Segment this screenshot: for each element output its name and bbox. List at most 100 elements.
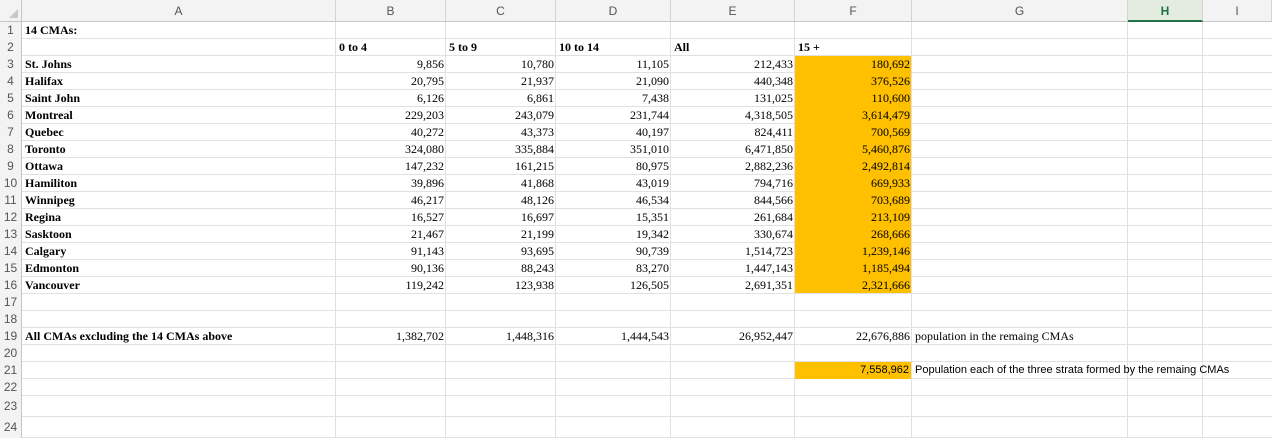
row-header-5[interactable]: 5 [0, 90, 22, 107]
strata-note[interactable]: Population each of the three strata form… [915, 364, 1230, 376]
cma-name[interactable]: Sasktoon [25, 227, 72, 241]
column-header-a[interactable]: A [22, 0, 336, 22]
row-header-14[interactable]: 14 [0, 243, 22, 260]
column-header-e[interactable]: E [671, 0, 795, 22]
data-cell[interactable]: 83,270 [636, 261, 669, 275]
data-cell[interactable]: 376,526 [871, 74, 910, 88]
data-cell[interactable]: 147,232 [405, 159, 444, 173]
data-cell[interactable]: 43,373 [521, 125, 554, 139]
data-cell[interactable]: 48,126 [521, 193, 554, 207]
data-cell[interactable]: 16,697 [521, 210, 554, 224]
row-header-17[interactable]: 17 [0, 294, 22, 311]
data-cell[interactable]: 20,795 [411, 74, 444, 88]
summary-label[interactable]: All CMAs excluding the 14 CMAs above [25, 329, 233, 343]
data-cell[interactable]: 2,321,666 [862, 278, 910, 292]
sheet-title[interactable]: 14 CMAs: [25, 23, 78, 37]
cma-name[interactable]: Halifax [25, 74, 63, 88]
row-header-1[interactable]: 1 [0, 22, 22, 39]
data-cell[interactable]: 1,239,146 [862, 244, 910, 258]
row-header-8[interactable]: 8 [0, 141, 22, 158]
row-header-23[interactable]: 23 [0, 396, 22, 417]
data-cell[interactable]: 40,272 [411, 125, 444, 139]
summary-note[interactable]: population in the remaing CMAs [915, 329, 1074, 343]
data-cell[interactable]: 6,126 [417, 91, 444, 105]
row-header-13[interactable]: 13 [0, 226, 22, 243]
row-header-3[interactable]: 3 [0, 56, 22, 73]
data-cell[interactable]: 844,566 [754, 193, 793, 207]
row-header-22[interactable]: 22 [0, 379, 22, 396]
data-cell[interactable]: 3,614,479 [862, 108, 910, 122]
header-10-14[interactable]: 10 to 14 [559, 40, 599, 54]
data-cell[interactable]: 16,527 [411, 210, 444, 224]
header-all[interactable]: All [674, 40, 690, 54]
data-cell[interactable]: 213,109 [871, 210, 910, 224]
data-cell[interactable]: 46,534 [636, 193, 669, 207]
data-cell[interactable]: 700,569 [871, 125, 910, 139]
data-cell[interactable]: 268,666 [871, 227, 910, 241]
strata-value[interactable]: 7,558,962 [795, 362, 911, 379]
cma-name[interactable]: Quebec [25, 125, 64, 139]
column-header-b[interactable]: B [336, 0, 446, 22]
header-5-9[interactable]: 5 to 9 [449, 40, 477, 54]
column-header-f[interactable]: F [795, 0, 912, 22]
data-cell[interactable]: 110,600 [871, 91, 910, 105]
row-header-6[interactable]: 6 [0, 107, 22, 124]
row-header-12[interactable]: 12 [0, 209, 22, 226]
data-cell[interactable]: 9,856 [417, 57, 444, 71]
summary-value[interactable]: 26,952,447 [739, 329, 793, 343]
data-cell[interactable]: 1,514,723 [745, 244, 793, 258]
summary-value[interactable]: 1,382,702 [396, 329, 444, 343]
data-cell[interactable]: 231,744 [630, 108, 669, 122]
data-cell[interactable]: 11,105 [636, 57, 669, 71]
data-cell[interactable]: 243,079 [515, 108, 554, 122]
data-cell[interactable]: 161,215 [515, 159, 554, 173]
data-cell[interactable]: 2,492,814 [862, 159, 910, 173]
data-cell[interactable]: 330,674 [754, 227, 793, 241]
data-cell[interactable]: 335,884 [515, 142, 554, 156]
data-cell[interactable]: 93,695 [521, 244, 554, 258]
data-cell[interactable]: 21,937 [521, 74, 554, 88]
data-cell[interactable]: 824,411 [754, 125, 793, 139]
data-cell[interactable]: 2,691,351 [745, 278, 793, 292]
data-cell[interactable]: 6,861 [527, 91, 554, 105]
summary-value[interactable]: 22,676,886 [856, 329, 910, 343]
row-header-4[interactable]: 4 [0, 73, 22, 90]
row-header-20[interactable]: 20 [0, 345, 22, 362]
data-cell[interactable]: 21,090 [636, 74, 669, 88]
summary-value[interactable]: 1,444,543 [621, 329, 669, 343]
data-cell[interactable]: 180,692 [871, 57, 910, 71]
data-cell[interactable]: 40,197 [636, 125, 669, 139]
row-header-21[interactable]: 21 [0, 362, 22, 379]
data-cell[interactable]: 351,010 [630, 142, 669, 156]
data-cell[interactable]: 10,780 [521, 57, 554, 71]
column-header-h[interactable]: H [1128, 0, 1203, 22]
cma-name[interactable]: Regina [25, 210, 61, 224]
row-header-16[interactable]: 16 [0, 277, 22, 294]
data-cell[interactable]: 119,242 [405, 278, 444, 292]
data-cell[interactable]: 440,348 [754, 74, 793, 88]
row-header-11[interactable]: 11 [0, 192, 22, 209]
data-cell[interactable]: 669,933 [871, 176, 910, 190]
data-cell[interactable]: 43,019 [636, 176, 669, 190]
data-cell[interactable]: 4,318,505 [745, 108, 793, 122]
data-cell[interactable]: 90,136 [411, 261, 444, 275]
data-cell[interactable]: 21,467 [411, 227, 444, 241]
data-cell[interactable]: 324,080 [405, 142, 444, 156]
data-cell[interactable]: 5,460,876 [862, 142, 910, 156]
cma-name[interactable]: Hamiliton [25, 176, 78, 190]
row-header-10[interactable]: 10 [0, 175, 22, 192]
data-cell[interactable]: 90,739 [636, 244, 669, 258]
cma-name[interactable]: Calgary [25, 244, 67, 258]
data-cell[interactable]: 123,938 [515, 278, 554, 292]
data-cell[interactable]: 19,342 [636, 227, 669, 241]
data-cell[interactable]: 794,716 [754, 176, 793, 190]
column-header-d[interactable]: D [556, 0, 671, 22]
cma-name[interactable]: Montreal [25, 108, 73, 122]
data-cell[interactable]: 1,185,494 [862, 261, 910, 275]
row-header-2[interactable]: 2 [0, 39, 22, 56]
column-header-i[interactable]: I [1203, 0, 1272, 22]
cma-name[interactable]: Vancouver [25, 278, 80, 292]
row-header-15[interactable]: 15 [0, 260, 22, 277]
data-cell[interactable]: 703,689 [871, 193, 910, 207]
select-all-corner[interactable] [0, 0, 22, 22]
